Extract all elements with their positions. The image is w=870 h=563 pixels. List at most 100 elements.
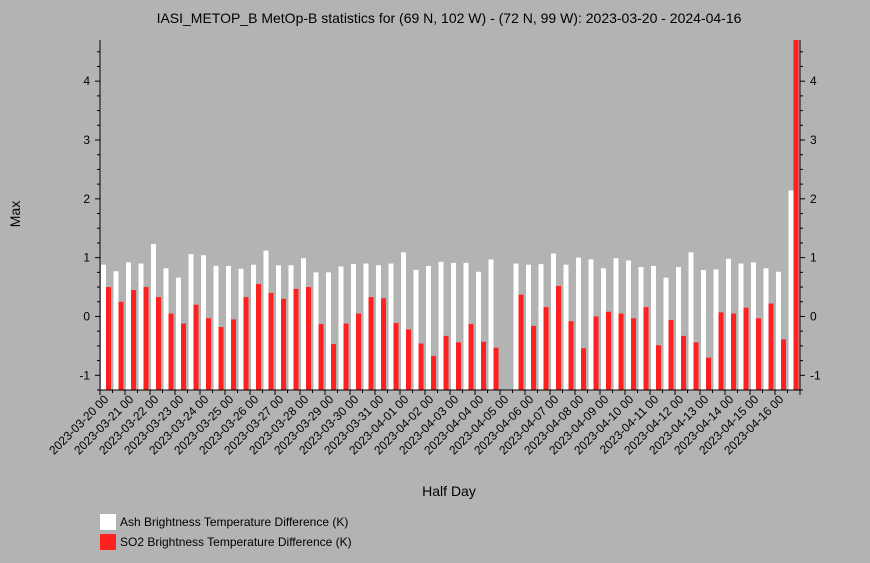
bar-so2 bbox=[218, 327, 224, 390]
bar-ash bbox=[601, 268, 606, 390]
bar-ash bbox=[551, 253, 556, 390]
bar-so2 bbox=[143, 287, 149, 390]
bar-so2 bbox=[281, 298, 286, 390]
y-tick-label-left: 2 bbox=[83, 192, 90, 206]
bar-so2 bbox=[731, 313, 736, 390]
bars-group bbox=[101, 40, 799, 390]
bar-ash bbox=[638, 267, 644, 390]
bar-ash bbox=[426, 265, 431, 390]
legend-item-ash: Ash Brightness Temperature Difference (K… bbox=[100, 512, 352, 532]
y-tick-label-right: 0 bbox=[810, 309, 817, 323]
bar-so2 bbox=[243, 297, 249, 390]
bar-ash bbox=[388, 263, 394, 390]
y-tick-label-right: 3 bbox=[810, 133, 817, 147]
bar-ash bbox=[476, 271, 481, 390]
bar-ash bbox=[163, 268, 169, 390]
bar-so2 bbox=[331, 344, 336, 390]
bar-ash bbox=[776, 271, 781, 390]
bar-ash bbox=[176, 277, 181, 390]
bar-so2 bbox=[531, 325, 536, 390]
bar-ash bbox=[463, 262, 469, 390]
bar-so2 bbox=[368, 297, 374, 390]
bar-so2 bbox=[668, 320, 674, 390]
bar-ash bbox=[226, 265, 231, 390]
bar-so2 bbox=[356, 313, 361, 390]
bar-ash bbox=[301, 258, 306, 390]
y-tick-label-right: 2 bbox=[810, 192, 817, 206]
bar-ash bbox=[663, 277, 669, 390]
bar-so2 bbox=[568, 321, 574, 390]
bar-so2 bbox=[118, 301, 124, 390]
legend-item-so2: SO2 Brightness Temperature Difference (K… bbox=[100, 532, 352, 552]
bar-so2 bbox=[431, 355, 436, 390]
bar-so2 bbox=[193, 304, 199, 390]
bar-so2 bbox=[443, 335, 449, 390]
bar-ash bbox=[763, 268, 769, 390]
bar-so2 bbox=[518, 294, 524, 390]
bar-so2 bbox=[231, 319, 236, 390]
bar-ash bbox=[201, 255, 206, 390]
bar-ash bbox=[788, 190, 794, 390]
bar-so2 bbox=[306, 287, 311, 390]
bar-so2 bbox=[706, 357, 711, 390]
bar-ash bbox=[613, 258, 619, 390]
bar-so2 bbox=[606, 311, 611, 390]
bar-so2 bbox=[643, 307, 649, 390]
bar-ash bbox=[488, 259, 494, 390]
bar-so2 bbox=[293, 288, 299, 390]
bar-ash bbox=[151, 244, 156, 390]
bar-so2 bbox=[718, 312, 724, 390]
bar-so2 bbox=[106, 287, 111, 390]
bar-so2 bbox=[468, 324, 474, 390]
bar-ash bbox=[576, 257, 581, 390]
bar-so2 bbox=[318, 324, 324, 390]
bar-ash bbox=[738, 263, 744, 390]
bar-ash bbox=[526, 264, 531, 390]
chart-title: IASI_METOP_B MetOp-B statistics for (69 … bbox=[157, 10, 742, 26]
bar-ash bbox=[351, 264, 356, 390]
legend-label-so2: SO2 Brightness Temperature Difference (K… bbox=[120, 535, 352, 549]
bar-so2 bbox=[168, 313, 174, 390]
bar-ash bbox=[113, 271, 119, 390]
bar-so2 bbox=[556, 285, 561, 390]
bar-ash bbox=[513, 263, 519, 390]
bar-ash bbox=[413, 270, 419, 390]
bar-so2 bbox=[131, 290, 136, 390]
bar-so2 bbox=[343, 323, 349, 390]
bar-so2 bbox=[618, 313, 624, 390]
bar-ash bbox=[138, 263, 144, 390]
bar-ash bbox=[626, 260, 631, 390]
bar-so2 bbox=[256, 284, 261, 390]
bar-ash bbox=[713, 269, 719, 390]
bar-ash bbox=[263, 250, 269, 390]
bar-ash bbox=[363, 263, 369, 390]
legend-swatch-so2 bbox=[100, 534, 116, 550]
bar-ash bbox=[338, 266, 344, 390]
bar-so2 bbox=[681, 335, 686, 390]
y-tick-label-left: 4 bbox=[83, 74, 90, 88]
bar-ash bbox=[538, 264, 544, 390]
bar-ash bbox=[238, 268, 244, 390]
bar-so2 bbox=[756, 318, 761, 390]
bar-ash bbox=[563, 264, 569, 390]
bar-ash bbox=[276, 265, 281, 390]
bar-so2 bbox=[393, 322, 399, 390]
bar-so2 bbox=[481, 341, 486, 390]
bar-so2 bbox=[631, 318, 636, 390]
y-tick-label-right: -1 bbox=[810, 368, 821, 382]
bar-so2 bbox=[693, 342, 699, 390]
bar-so2 bbox=[543, 307, 549, 390]
bar-ash bbox=[101, 264, 106, 390]
y-tick-label-left: -1 bbox=[79, 368, 90, 382]
bar-ash bbox=[126, 262, 131, 390]
bar-so2 bbox=[418, 343, 424, 390]
bar-ash bbox=[701, 270, 706, 390]
bar-so2 bbox=[581, 348, 586, 390]
y-tick-label-left: 0 bbox=[83, 309, 90, 323]
bar-so2 bbox=[593, 316, 599, 390]
bar-ash bbox=[451, 262, 456, 390]
legend-swatch-ash bbox=[100, 514, 116, 530]
bar-so2 bbox=[656, 345, 661, 390]
